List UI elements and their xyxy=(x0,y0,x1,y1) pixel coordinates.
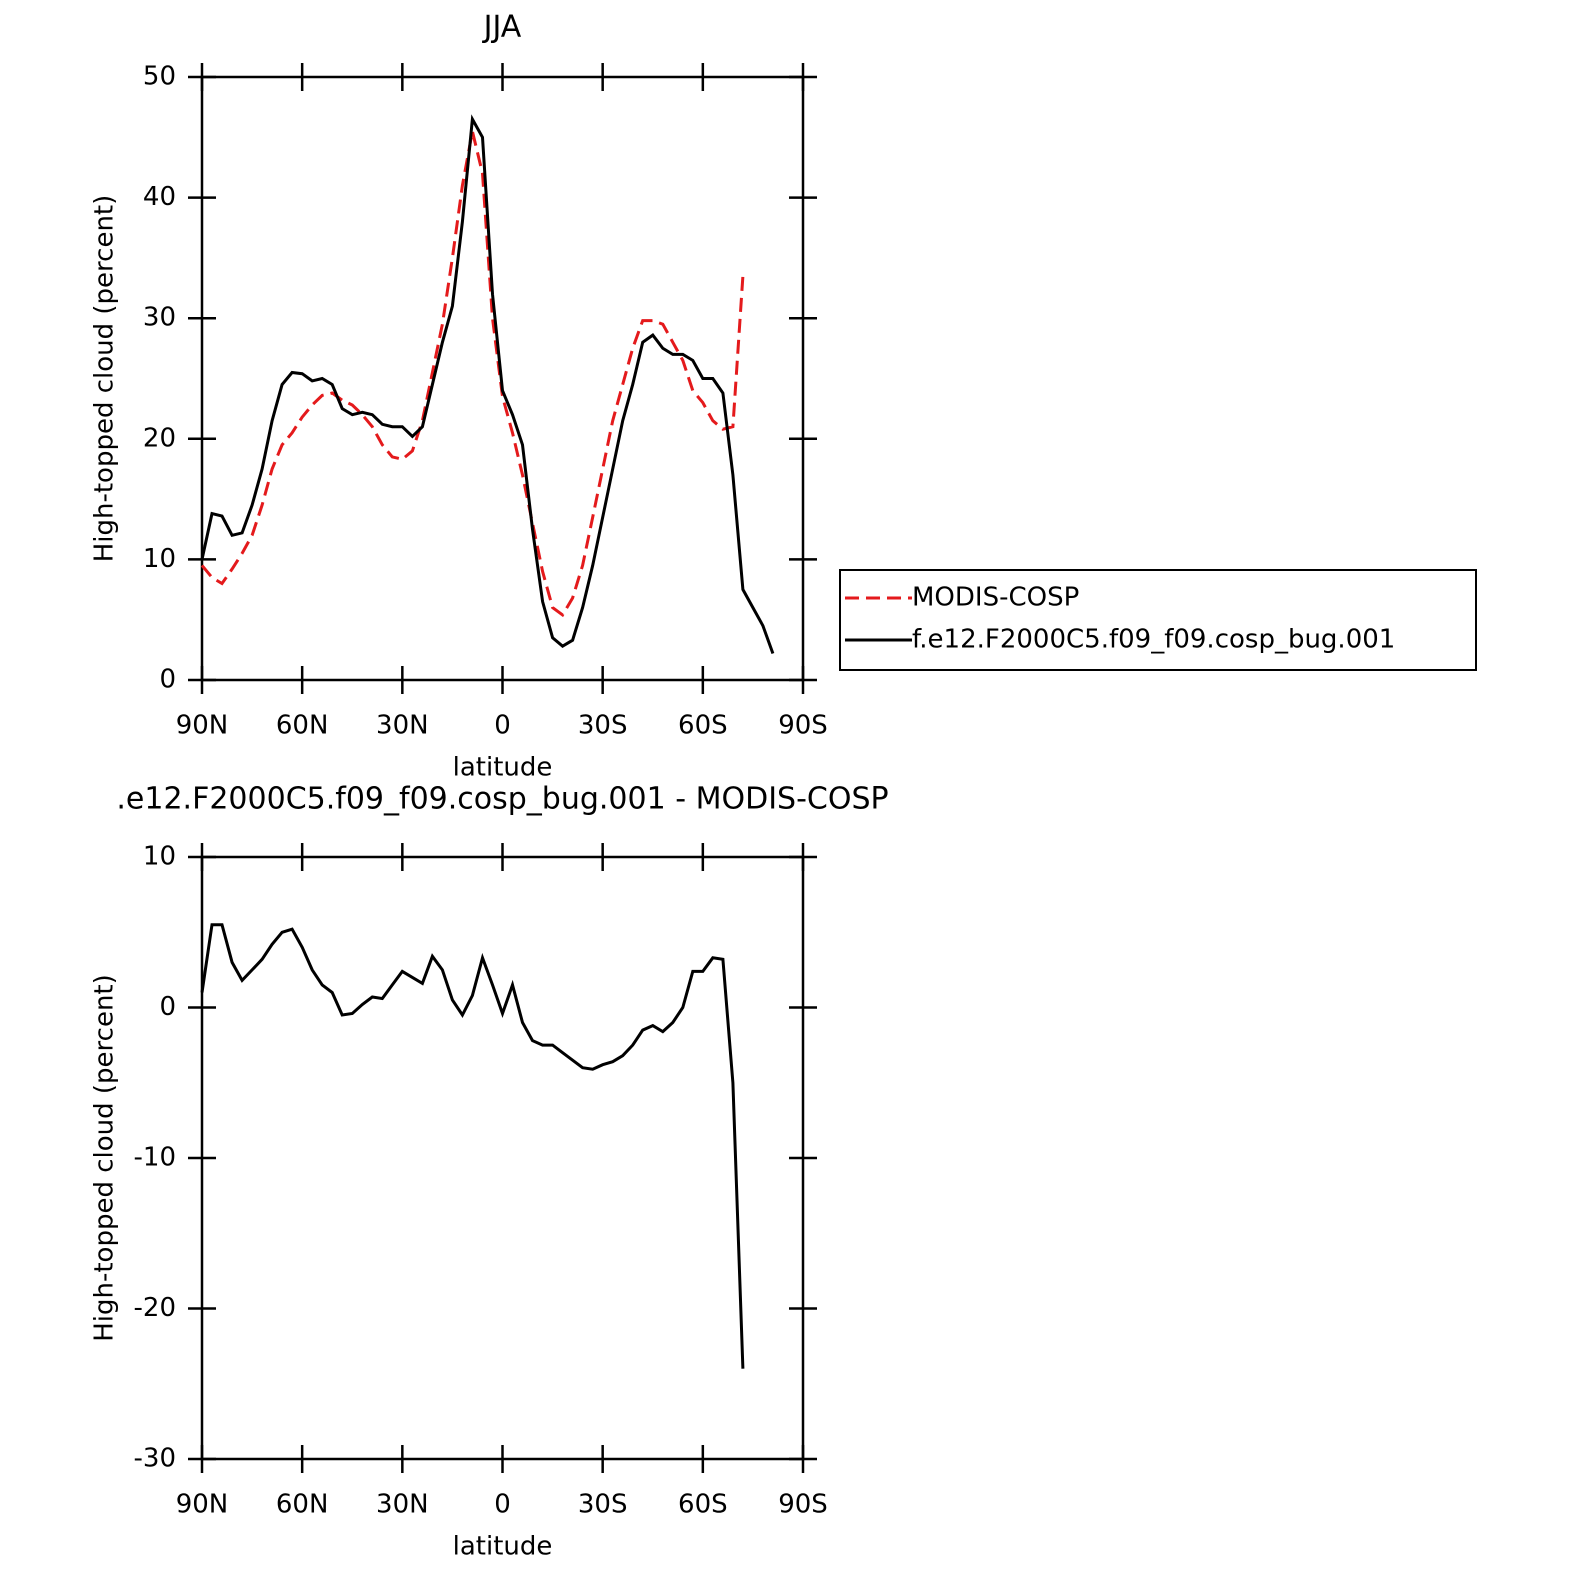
chart-title: JJA xyxy=(482,10,522,45)
y-tick-label: 0 xyxy=(159,665,176,695)
y-axis-label: High-topped cloud (percent) xyxy=(90,195,120,563)
x-tick-label: 30N xyxy=(376,711,429,741)
x-tick-label: 90N xyxy=(176,711,229,741)
x-tick-label: 30S xyxy=(578,1490,628,1520)
data-line xyxy=(200,923,745,1369)
x-tick-label: 60N xyxy=(276,711,329,741)
y-tick-label: 10 xyxy=(143,544,176,574)
x-tick-label: 90S xyxy=(778,1490,828,1520)
plot-frame xyxy=(200,855,805,1461)
data-line xyxy=(200,114,775,655)
data-line xyxy=(200,130,745,618)
x-tick-label: 60N xyxy=(276,1490,329,1520)
x-tick-label: 0 xyxy=(494,711,511,741)
x-tick-label: 30S xyxy=(578,711,628,741)
y-tick-label: 30 xyxy=(143,303,176,333)
x-axis-label: latitude xyxy=(453,753,553,783)
y-axis-label: High-topped cloud (percent) xyxy=(90,974,120,1342)
legend-label: MODIS-COSP xyxy=(912,583,1079,613)
y-tick-label: 10 xyxy=(143,842,176,872)
y-tick-label: 0 xyxy=(159,992,176,1022)
legend-box xyxy=(839,569,1477,671)
x-tick-label: 0 xyxy=(494,1490,511,1520)
x-axis-label: latitude xyxy=(453,1532,553,1562)
x-tick-label: 60S xyxy=(678,1490,728,1520)
x-tick-label: 30N xyxy=(376,1490,429,1520)
x-tick-label: 90S xyxy=(778,711,828,741)
y-tick-label: -20 xyxy=(134,1293,176,1323)
y-tick-label: -10 xyxy=(134,1143,176,1173)
y-tick-label: 40 xyxy=(143,182,176,212)
x-tick-label: 60S xyxy=(678,711,728,741)
legend-label: f.e12.F2000C5.f09_f09.cosp_bug.001 xyxy=(912,625,1395,655)
y-tick-label: 50 xyxy=(143,62,176,92)
y-tick-label: 20 xyxy=(143,423,176,453)
x-tick-label: 90N xyxy=(176,1490,229,1520)
chart-title: .e12.F2000C5.f09_f09.cosp_bug.001 - MODI… xyxy=(116,782,888,817)
y-tick-label: -30 xyxy=(134,1444,176,1474)
